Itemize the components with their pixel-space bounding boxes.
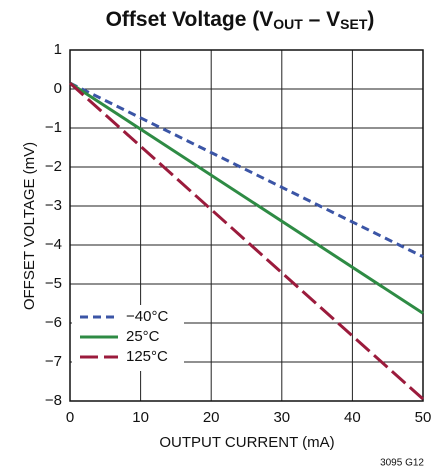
title-part: ) [367, 8, 374, 31]
chart-title: Offset Voltage (VOUT – VSET) [106, 8, 375, 32]
legend-label: −40°C [126, 308, 168, 325]
legend-label: 25°C [126, 328, 160, 345]
legend-label: 125°C [126, 348, 168, 365]
y-tick-label: −5 [45, 275, 62, 292]
y-tick-label: 0 [54, 80, 62, 97]
x-tick-label: 0 [66, 409, 74, 426]
y-tick-label: −2 [45, 158, 62, 175]
title-part: SET [340, 16, 368, 32]
series-line [68, 82, 425, 401]
x-tick-label: 10 [132, 409, 149, 426]
y-tick-label: −7 [45, 353, 62, 370]
title-part: Offset Voltage (V [106, 8, 274, 31]
title-part: OUT [273, 16, 303, 32]
plot-frame [69, 49, 424, 402]
series-line [69, 81, 424, 259]
title-part: – V [303, 8, 340, 31]
y-tick-label: −6 [45, 314, 62, 331]
x-tick-label: 30 [273, 409, 290, 426]
y-tick-label: −1 [45, 119, 62, 136]
y-tick-label: −4 [45, 236, 62, 253]
y-tick-label: 1 [54, 41, 62, 58]
x-axis-label: OUTPUT CURRENT (mA) [159, 434, 334, 451]
x-tick-label: 20 [203, 409, 220, 426]
y-axis-label: OFFSET VOLTAGE (mV) [21, 142, 38, 310]
series-line [69, 81, 424, 315]
x-tick-label: 50 [415, 409, 432, 426]
y-tick-label: −3 [45, 197, 62, 214]
y-tick-label: −8 [45, 392, 62, 409]
footnote: 3095 G12 [380, 458, 424, 469]
x-tick-label: 40 [344, 409, 361, 426]
